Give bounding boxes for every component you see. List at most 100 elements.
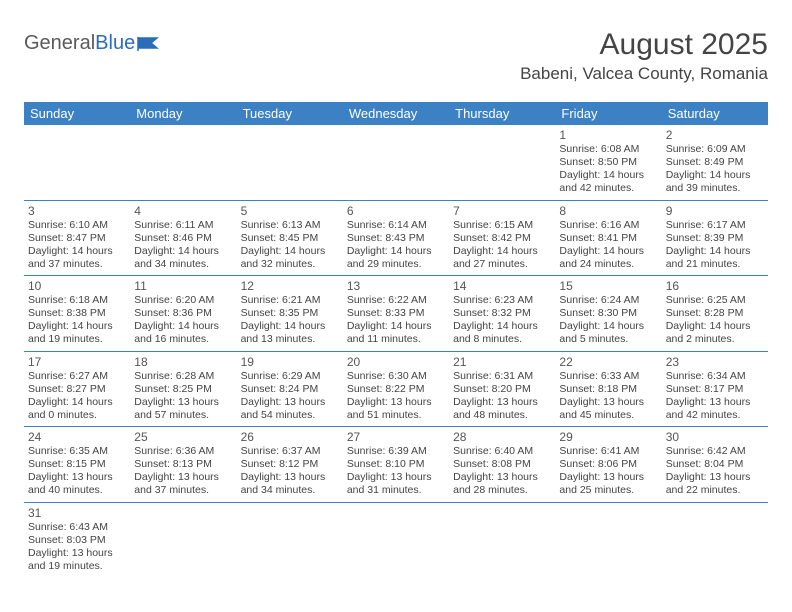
day-info: Sunrise: 6:17 AMSunset: 8:39 PMDaylight:… (666, 219, 764, 272)
day-cell: 7Sunrise: 6:15 AMSunset: 8:42 PMDaylight… (449, 200, 555, 276)
calendar-row: 24Sunrise: 6:35 AMSunset: 8:15 PMDayligh… (24, 427, 768, 503)
day-number: 12 (241, 279, 339, 293)
day-info: Sunrise: 6:30 AMSunset: 8:22 PMDaylight:… (347, 370, 445, 423)
day-info: Sunrise: 6:18 AMSunset: 8:38 PMDaylight:… (28, 294, 126, 347)
flag-icon (137, 36, 159, 52)
day-number: 29 (559, 430, 657, 444)
day-cell: 9Sunrise: 6:17 AMSunset: 8:39 PMDaylight… (662, 200, 768, 276)
day-number: 10 (28, 279, 126, 293)
title-block: August 2025 Babeni, Valcea County, Roman… (520, 28, 768, 84)
day-number: 24 (28, 430, 126, 444)
weekday-header: Wednesday (343, 102, 449, 125)
day-info: Sunrise: 6:40 AMSunset: 8:08 PMDaylight:… (453, 445, 551, 498)
day-number: 25 (134, 430, 232, 444)
day-cell: 17Sunrise: 6:27 AMSunset: 8:27 PMDayligh… (24, 351, 130, 427)
day-info: Sunrise: 6:41 AMSunset: 8:06 PMDaylight:… (559, 445, 657, 498)
day-number: 30 (666, 430, 764, 444)
calendar-table: Sunday Monday Tuesday Wednesday Thursday… (24, 102, 768, 577)
day-cell: 24Sunrise: 6:35 AMSunset: 8:15 PMDayligh… (24, 427, 130, 503)
day-info: Sunrise: 6:24 AMSunset: 8:30 PMDaylight:… (559, 294, 657, 347)
brand-part1: General (24, 32, 95, 55)
calendar-row: 1Sunrise: 6:08 AMSunset: 8:50 PMDaylight… (24, 125, 768, 200)
day-number: 19 (241, 355, 339, 369)
weekday-header: Sunday (24, 102, 130, 125)
day-info: Sunrise: 6:15 AMSunset: 8:42 PMDaylight:… (453, 219, 551, 272)
empty-cell (343, 502, 449, 577)
month-title: August 2025 (520, 28, 768, 62)
calendar-row: 10Sunrise: 6:18 AMSunset: 8:38 PMDayligh… (24, 276, 768, 352)
day-cell: 6Sunrise: 6:14 AMSunset: 8:43 PMDaylight… (343, 200, 449, 276)
calendar-row: 3Sunrise: 6:10 AMSunset: 8:47 PMDaylight… (24, 200, 768, 276)
day-info: Sunrise: 6:14 AMSunset: 8:43 PMDaylight:… (347, 219, 445, 272)
day-cell: 13Sunrise: 6:22 AMSunset: 8:33 PMDayligh… (343, 276, 449, 352)
day-cell: 19Sunrise: 6:29 AMSunset: 8:24 PMDayligh… (237, 351, 343, 427)
day-cell: 11Sunrise: 6:20 AMSunset: 8:36 PMDayligh… (130, 276, 236, 352)
day-cell: 2Sunrise: 6:09 AMSunset: 8:49 PMDaylight… (662, 125, 768, 200)
day-cell: 25Sunrise: 6:36 AMSunset: 8:13 PMDayligh… (130, 427, 236, 503)
day-info: Sunrise: 6:20 AMSunset: 8:36 PMDaylight:… (134, 294, 232, 347)
location-title: Babeni, Valcea County, Romania (520, 64, 768, 84)
empty-cell (237, 125, 343, 200)
weekday-header: Saturday (662, 102, 768, 125)
day-info: Sunrise: 6:22 AMSunset: 8:33 PMDaylight:… (347, 294, 445, 347)
day-info: Sunrise: 6:28 AMSunset: 8:25 PMDaylight:… (134, 370, 232, 423)
day-info: Sunrise: 6:09 AMSunset: 8:49 PMDaylight:… (666, 143, 764, 196)
empty-cell (343, 125, 449, 200)
day-info: Sunrise: 6:43 AMSunset: 8:03 PMDaylight:… (28, 521, 126, 574)
day-info: Sunrise: 6:13 AMSunset: 8:45 PMDaylight:… (241, 219, 339, 272)
day-cell: 15Sunrise: 6:24 AMSunset: 8:30 PMDayligh… (555, 276, 661, 352)
day-info: Sunrise: 6:29 AMSunset: 8:24 PMDaylight:… (241, 370, 339, 423)
day-info: Sunrise: 6:39 AMSunset: 8:10 PMDaylight:… (347, 445, 445, 498)
day-cell: 18Sunrise: 6:28 AMSunset: 8:25 PMDayligh… (130, 351, 236, 427)
empty-cell (130, 502, 236, 577)
day-info: Sunrise: 6:37 AMSunset: 8:12 PMDaylight:… (241, 445, 339, 498)
day-number: 16 (666, 279, 764, 293)
day-info: Sunrise: 6:27 AMSunset: 8:27 PMDaylight:… (28, 370, 126, 423)
calendar-body: 1Sunrise: 6:08 AMSunset: 8:50 PMDaylight… (24, 125, 768, 577)
day-cell: 8Sunrise: 6:16 AMSunset: 8:41 PMDaylight… (555, 200, 661, 276)
day-info: Sunrise: 6:16 AMSunset: 8:41 PMDaylight:… (559, 219, 657, 272)
day-number: 15 (559, 279, 657, 293)
day-number: 22 (559, 355, 657, 369)
day-number: 27 (347, 430, 445, 444)
empty-cell (130, 125, 236, 200)
day-number: 28 (453, 430, 551, 444)
day-info: Sunrise: 6:42 AMSunset: 8:04 PMDaylight:… (666, 445, 764, 498)
day-number: 11 (134, 279, 232, 293)
day-number: 20 (347, 355, 445, 369)
empty-cell (24, 125, 130, 200)
day-cell: 20Sunrise: 6:30 AMSunset: 8:22 PMDayligh… (343, 351, 449, 427)
brand-part2: Blue (95, 32, 135, 55)
day-number: 18 (134, 355, 232, 369)
day-info: Sunrise: 6:23 AMSunset: 8:32 PMDaylight:… (453, 294, 551, 347)
empty-cell (662, 502, 768, 577)
day-number: 17 (28, 355, 126, 369)
day-number: 5 (241, 204, 339, 218)
day-info: Sunrise: 6:10 AMSunset: 8:47 PMDaylight:… (28, 219, 126, 272)
empty-cell (449, 125, 555, 200)
day-cell: 22Sunrise: 6:33 AMSunset: 8:18 PMDayligh… (555, 351, 661, 427)
weekday-header-row: Sunday Monday Tuesday Wednesday Thursday… (24, 102, 768, 125)
day-number: 13 (347, 279, 445, 293)
day-cell: 16Sunrise: 6:25 AMSunset: 8:28 PMDayligh… (662, 276, 768, 352)
day-cell: 3Sunrise: 6:10 AMSunset: 8:47 PMDaylight… (24, 200, 130, 276)
weekday-header: Friday (555, 102, 661, 125)
day-number: 2 (666, 128, 764, 142)
day-number: 21 (453, 355, 551, 369)
day-cell: 28Sunrise: 6:40 AMSunset: 8:08 PMDayligh… (449, 427, 555, 503)
day-number: 26 (241, 430, 339, 444)
calendar-row: 31Sunrise: 6:43 AMSunset: 8:03 PMDayligh… (24, 502, 768, 577)
day-number: 31 (28, 506, 126, 520)
day-cell: 31Sunrise: 6:43 AMSunset: 8:03 PMDayligh… (24, 502, 130, 577)
day-info: Sunrise: 6:21 AMSunset: 8:35 PMDaylight:… (241, 294, 339, 347)
day-cell: 10Sunrise: 6:18 AMSunset: 8:38 PMDayligh… (24, 276, 130, 352)
day-cell: 1Sunrise: 6:08 AMSunset: 8:50 PMDaylight… (555, 125, 661, 200)
day-info: Sunrise: 6:33 AMSunset: 8:18 PMDaylight:… (559, 370, 657, 423)
day-info: Sunrise: 6:34 AMSunset: 8:17 PMDaylight:… (666, 370, 764, 423)
brand-logo: GeneralBlue (24, 32, 159, 55)
day-cell: 5Sunrise: 6:13 AMSunset: 8:45 PMDaylight… (237, 200, 343, 276)
weekday-header: Monday (130, 102, 236, 125)
day-info: Sunrise: 6:31 AMSunset: 8:20 PMDaylight:… (453, 370, 551, 423)
day-cell: 4Sunrise: 6:11 AMSunset: 8:46 PMDaylight… (130, 200, 236, 276)
weekday-header: Tuesday (237, 102, 343, 125)
